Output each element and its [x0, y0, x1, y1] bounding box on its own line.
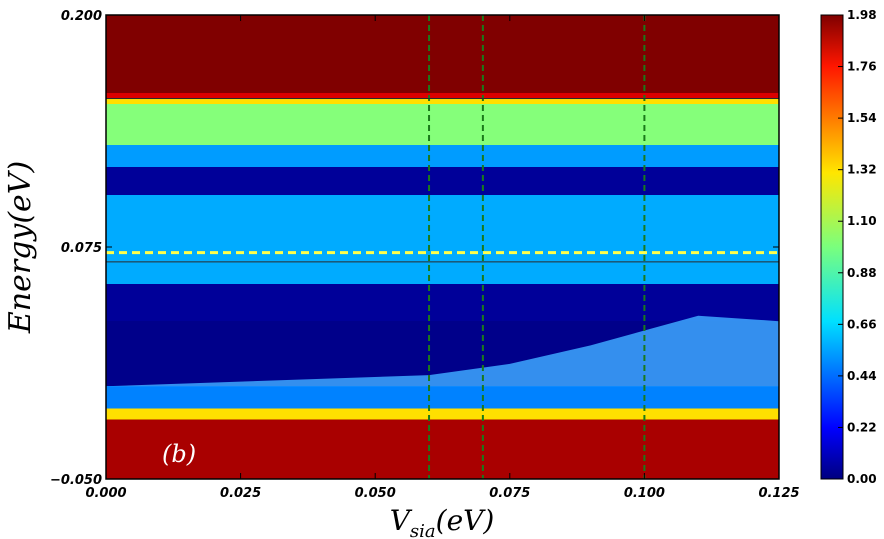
y-axis-label: Energy(eV): [3, 161, 38, 334]
x-tick-label: 0.100: [624, 486, 665, 501]
colorbar-tick-label: 0.22: [847, 420, 877, 434]
panel-label: (b): [162, 440, 196, 468]
plot-area: [106, 15, 779, 479]
x-tick-label: 0.125: [758, 486, 799, 501]
colorbar-tick-label: 0.88: [847, 266, 877, 280]
x-axis-label: Vsia(eV): [390, 504, 495, 539]
colorbar-tick-label: 0.00: [847, 472, 877, 486]
colorbar-tick-label: 1.76: [847, 60, 877, 74]
colorbar-tick-label: 0.44: [847, 369, 877, 383]
y-tick-label: 0.075: [61, 241, 102, 256]
x-tick-label: 0.075: [489, 486, 530, 501]
y-tick-label: −0.050: [50, 473, 102, 488]
x-tick-label: 0.050: [355, 486, 396, 501]
colorbar-tick-label: 1.98: [847, 8, 877, 22]
energy-heatmap-field: [106, 15, 779, 479]
colorbar: [820, 14, 844, 480]
colorbar-tick-label: 1.54: [847, 111, 877, 125]
colorbar-tick-label: 0.66: [847, 317, 877, 331]
x-tick-label: 0.000: [85, 486, 126, 501]
x-tick-label: 0.025: [220, 486, 261, 501]
lower-band-bulge: [106, 315, 779, 387]
colorbar-tick-label: 1.10: [847, 214, 877, 228]
colorbar-tick-label: 1.32: [847, 163, 877, 177]
y-tick-label: 0.200: [61, 9, 102, 24]
